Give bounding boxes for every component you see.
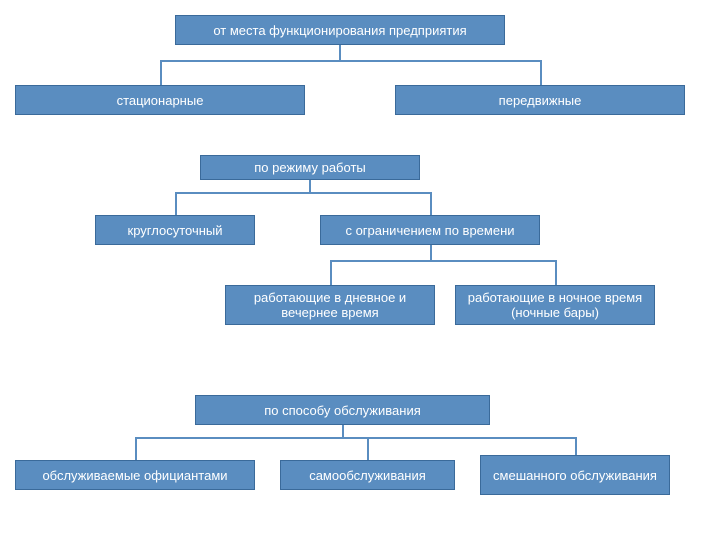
connector (367, 437, 369, 460)
connector (339, 45, 341, 60)
connector (160, 60, 540, 62)
connector (160, 60, 162, 85)
s2-grandchild-1: работающие в ночное время (ночные бары) (455, 285, 655, 325)
s2-grandchild-0: работающие в дневное и вечернее время (225, 285, 435, 325)
s1-child-1: передвижные (395, 85, 685, 115)
s3-child-2: смешанного обслуживания (480, 455, 670, 495)
s3-child-0: обслуживаемые официантами (15, 460, 255, 490)
connector (430, 245, 432, 260)
connector (575, 437, 577, 455)
s2-child-1: с ограничением по времени (320, 215, 540, 245)
connector (342, 425, 344, 437)
s1-root: от места функционирования предприятия (175, 15, 505, 45)
connector (309, 180, 311, 192)
connector (175, 192, 177, 215)
s3-child-1: самообслуживания (280, 460, 455, 490)
s2-child-0: круглосуточный (95, 215, 255, 245)
connector (135, 437, 137, 460)
connector (555, 260, 557, 285)
connector (540, 60, 542, 85)
connector (330, 260, 332, 285)
connector (175, 192, 430, 194)
connector (430, 192, 432, 215)
connector (135, 437, 575, 439)
s3-root: по способу обслуживания (195, 395, 490, 425)
s1-child-0: стационарные (15, 85, 305, 115)
connector (330, 260, 555, 262)
s2-root: по режиму работы (200, 155, 420, 180)
